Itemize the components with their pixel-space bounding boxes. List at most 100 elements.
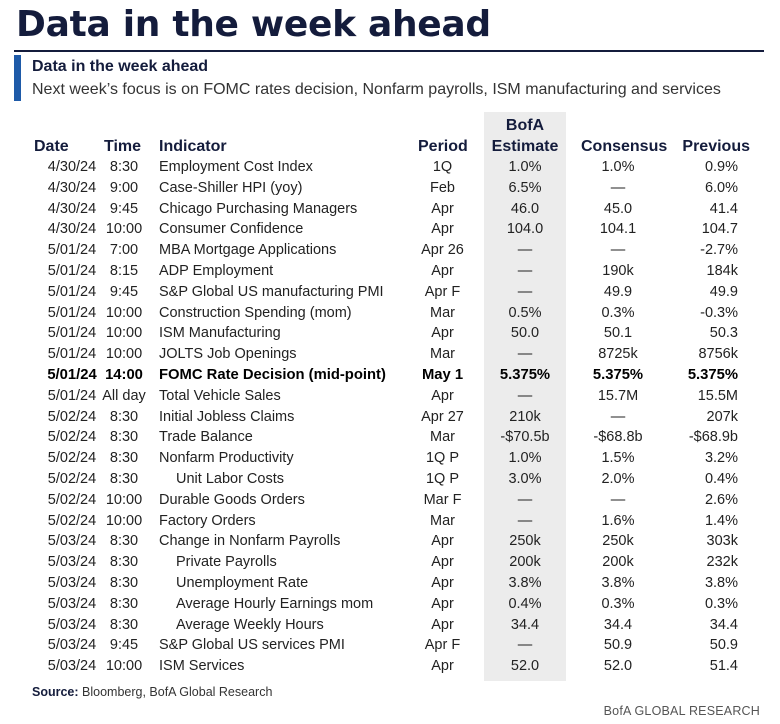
cell-estimate: 52.0 <box>510 658 540 675</box>
cell-period: Apr F <box>424 283 461 300</box>
cell-estimate: 3.8% <box>508 574 542 591</box>
cell-time: 9:00 <box>109 179 139 196</box>
table-row: 5/03/24 9:45 S&P Global US services PMI Apr… <box>0 635 780 656</box>
cell-time: 7:00 <box>109 242 139 259</box>
cell-indicator: Employment Cost Index <box>159 159 313 175</box>
cell-period: Apr <box>431 262 454 279</box>
header-period: Period <box>418 138 468 155</box>
cell-indicator: Unit Labor Costs <box>176 470 284 487</box>
cell-previous: -2.7% <box>700 242 738 259</box>
cell-indicator: Total Vehicle Sales <box>159 387 281 404</box>
table-row: 5/03/24 8:30 Average Hourly Earnings mom Ap… <box>0 594 780 615</box>
cell-estimate: — <box>517 346 533 363</box>
cell-indicator: Factory Orders <box>159 512 256 529</box>
cell-indicator: Nonfarm Productivity <box>159 450 294 467</box>
cell-period: Apr 27 <box>421 408 464 425</box>
cell-consensus: 45.0 <box>603 200 633 217</box>
header-date: Date <box>34 138 69 155</box>
cell-time: 10:00 <box>105 658 143 675</box>
cell-time: 10:00 <box>105 346 143 363</box>
cell-previous: 303k <box>706 533 738 550</box>
footer-brand: BofA GLOBAL RESEARCH <box>603 704 760 718</box>
cell-time: 10:00 <box>105 512 143 529</box>
cell-date: 4/30/24 <box>47 159 97 175</box>
cell-estimate: 1.0% <box>508 159 542 175</box>
cell-consensus: 190k <box>602 262 634 279</box>
cell-period: Apr F <box>424 637 461 654</box>
cell-consensus: 8725k <box>598 346 638 363</box>
cell-consensus: 50.9 <box>603 637 633 654</box>
cell-period: 1Q <box>432 159 453 175</box>
cell-estimate: — <box>517 637 533 654</box>
cell-previous: 2.6% <box>704 491 738 508</box>
table-row: 5/02/24 8:30 Unit Labor Costs 1Q P 3.0% 2.0% 0… <box>0 469 780 490</box>
cell-consensus: 34.4 <box>603 616 633 633</box>
cell-date: 4/30/24 <box>47 179 97 196</box>
cell-date: 5/02/24 <box>47 491 97 508</box>
cell-date: 5/03/24 <box>47 574 97 591</box>
cell-previous: 5.375% <box>687 366 738 383</box>
cell-date: 5/02/24 <box>47 470 97 487</box>
cell-date: 5/02/24 <box>47 450 97 467</box>
cell-time: 8:30 <box>109 470 139 487</box>
cell-time: 8:30 <box>109 450 139 467</box>
cell-indicator: Chicago Purchasing Managers <box>159 200 358 217</box>
cell-estimate: 1.0% <box>508 450 542 467</box>
header-previous: Previous <box>682 138 750 155</box>
cell-previous: 34.4 <box>709 616 738 633</box>
cell-indicator: ADP Employment <box>159 262 274 279</box>
title-divider <box>14 50 764 52</box>
section-description: Next week’s focus is on FOMC rates decis… <box>32 81 721 98</box>
table-row: 5/03/24 8:30 Change in Nonfarm Payrolls Apr… <box>0 531 780 552</box>
cell-indicator: JOLTS Job Openings <box>159 346 297 363</box>
cell-period: Apr <box>431 221 454 238</box>
cell-time: 10:00 <box>105 304 143 321</box>
estimate-column-shading <box>484 112 566 681</box>
cell-previous: 0.4% <box>704 470 738 487</box>
cell-estimate: 5.375% <box>499 366 551 383</box>
cell-date: 5/03/24 <box>47 595 97 612</box>
source-label: Source: <box>32 685 79 699</box>
cell-date: 4/30/24 <box>47 200 97 217</box>
cell-previous: 0.3% <box>704 595 738 612</box>
header-estimate-line1: BofA <box>505 117 545 134</box>
cell-estimate: — <box>517 283 533 300</box>
cell-time: 8:30 <box>109 595 139 612</box>
cell-previous: 49.9 <box>709 283 738 300</box>
cell-time: 8:30 <box>109 408 139 425</box>
cell-consensus: 1.0% <box>601 159 635 175</box>
cell-date: 5/03/24 <box>47 658 97 675</box>
cell-time: 8:30 <box>109 429 139 446</box>
table-row: 5/03/24 10:00 ISM Services Apr 52.0 52.0 51.4 <box>0 656 780 677</box>
section-accent-bar <box>14 55 21 101</box>
cell-estimate: — <box>517 242 533 259</box>
cell-consensus: 3.8% <box>601 574 635 591</box>
cell-period: Apr <box>431 658 454 675</box>
cell-estimate: 250k <box>509 533 541 550</box>
table-row: 5/01/24 All day Total Vehicle Sales Apr — 15.… <box>0 386 780 407</box>
cell-time: 10:00 <box>105 325 143 342</box>
cell-date: 5/02/24 <box>47 512 97 529</box>
table-row: 5/01/24 10:00 ISM Manufacturing Apr 50.0 50.1… <box>0 323 780 344</box>
cell-time: 14:00 <box>105 366 143 383</box>
table-row: 5/01/24 9:45 S&P Global US manufacturing P… <box>0 282 780 303</box>
cell-date: 5/02/24 <box>47 429 97 446</box>
table-row: 5/01/24 14:00 FOMC Rate Decision (mid-poin… <box>0 365 780 386</box>
cell-estimate: 6.5% <box>508 179 542 196</box>
cell-previous: 104.7 <box>701 221 738 238</box>
cell-consensus: 2.0% <box>601 470 635 487</box>
cell-period: Apr <box>431 325 454 342</box>
cell-period: Mar <box>430 304 455 321</box>
cell-estimate: — <box>517 387 533 404</box>
cell-period: Apr 26 <box>421 242 464 259</box>
cell-date: 4/30/24 <box>47 221 97 238</box>
cell-period: Apr <box>431 595 454 612</box>
table-row: 4/30/24 9:00 Case-Shiller HPI (yoy) Feb 6.5%… <box>0 178 780 199</box>
cell-consensus: 1.6% <box>601 512 635 529</box>
cell-estimate: 46.0 <box>510 200 540 217</box>
cell-period: Apr <box>431 574 454 591</box>
cell-estimate: 200k <box>509 554 541 571</box>
cell-previous: 3.2% <box>704 450 738 467</box>
cell-indicator: Durable Goods Orders <box>159 491 305 508</box>
cell-previous: -0.3% <box>700 304 738 321</box>
